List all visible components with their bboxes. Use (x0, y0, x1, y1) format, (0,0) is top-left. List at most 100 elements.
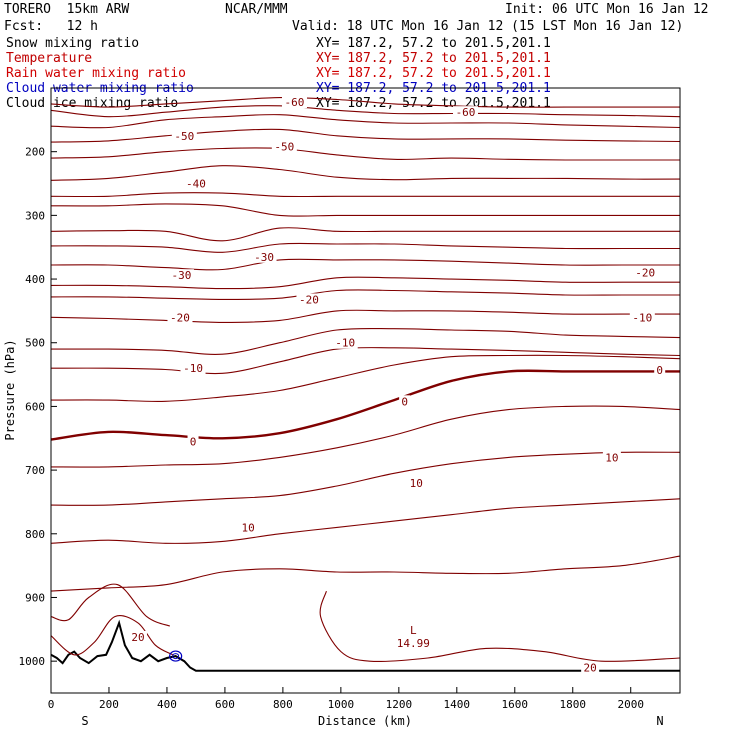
isotherm-line (50, 615, 173, 656)
contour-label-layer: -60 -60 -50 -50 -40 -30 -30 -20 -20 -20 -10 -10 -10 0… (128, 96, 666, 675)
isotherm-line (50, 347, 681, 375)
isotherm-line (50, 327, 681, 355)
annotation-layer (50, 583, 681, 662)
isotherm-line (50, 555, 681, 592)
contour-label: -60 (285, 96, 305, 109)
x-tick-label: 400 (157, 698, 177, 711)
contour-label-bg (602, 451, 621, 464)
contour-label: -20 (635, 267, 655, 280)
isotherm-line (50, 147, 680, 161)
legend-xy-snow: XY= 187.2, 57.2 to 201.5,201.1 (316, 36, 551, 51)
contour-label-bg (296, 293, 322, 306)
contour-label: -30 (172, 269, 192, 282)
x-tick-label: 1000 (328, 698, 355, 711)
contour-label-bg (629, 311, 655, 324)
contour-label-bg (167, 311, 193, 324)
x-tick-label: 0 (48, 698, 55, 711)
contour-label-bg (183, 177, 209, 190)
contour-label: -30 (254, 251, 274, 264)
contour-label-bg (239, 521, 258, 534)
isotherm-line (50, 165, 681, 181)
contour-label-bg (168, 269, 194, 282)
forecast-hour: Fcst: 12 h (4, 19, 98, 34)
legend-name-snow: Snow mixing ratio (6, 36, 140, 51)
contour-label-bg (453, 106, 479, 119)
isotherm-line (50, 97, 680, 108)
valid-time: Valid: 18 UTC Mon 16 Jan 12 (15 LST Mon … (292, 19, 684, 34)
init-time: Init: 06 UTC Mon 16 Jan 12 (505, 2, 709, 17)
legend-xy-rain: XY= 187.2, 57.2 to 201.5,201.1 (316, 66, 551, 81)
isotherm-line (319, 590, 681, 662)
isotherm-line (50, 405, 681, 468)
y-tick-label: 400 (25, 273, 45, 286)
isotherm-line (50, 114, 681, 129)
contour-label: 10 (605, 451, 618, 464)
x-tick-label: 1200 (386, 698, 413, 711)
x-endpoint-north: N (656, 714, 663, 728)
contour-label-bg (187, 435, 199, 448)
contour-label-bg (251, 250, 277, 263)
isotherm-line (50, 276, 680, 290)
contour-label: -10 (335, 337, 355, 350)
model-title: TORERO 15km ARW (4, 2, 130, 17)
contour-label-bg (632, 266, 658, 279)
x-tick-label: 800 (273, 698, 293, 711)
isotherm-line (50, 227, 680, 242)
x-tick-label: 2000 (617, 698, 644, 711)
y-tick-label: 1000 (19, 655, 46, 668)
low-marker-value: 14.99 (397, 637, 430, 650)
contour-label: 10 (241, 521, 254, 534)
axes-layer: 0 200 400 600 800 1000 1200 1400 1600 1800 2000200… (19, 146, 644, 711)
cloud-water-contour (172, 653, 180, 660)
contour-label-bg (654, 364, 666, 377)
contour-label: 10 (410, 477, 423, 490)
isotherm-contours (50, 97, 681, 592)
contour-label-bg (399, 395, 411, 408)
y-tick-label: 500 (25, 337, 45, 350)
contour-label: -60 (456, 106, 476, 119)
x-tick-label: 600 (215, 698, 235, 711)
cloud-water-contour (169, 650, 183, 662)
legend-name-temperature: Temperature (6, 51, 93, 66)
y-tick-label: 200 (25, 146, 45, 159)
contour-label-bg (271, 140, 297, 153)
isotherm-line (50, 583, 171, 627)
x-tick-label: 200 (99, 698, 119, 711)
y-tick-label: 700 (25, 464, 45, 477)
contour-label: -20 (170, 311, 190, 324)
contour-label: 20 (584, 662, 597, 675)
x-tick-label: 1400 (444, 698, 471, 711)
low-marker-letter: L (410, 624, 417, 637)
y-tick-label: 800 (25, 528, 45, 541)
isotherm-line (50, 289, 680, 300)
x-axis-label: Distance (km) (318, 714, 412, 728)
contour-label: -10 (183, 362, 203, 375)
isotherm-line (50, 258, 680, 271)
contour-label-bg (180, 362, 206, 375)
isotherm-line (50, 309, 680, 323)
organization-label: NCAR/MMM (225, 2, 288, 17)
legend-name-rain: Rain water mixing ratio (6, 66, 187, 81)
contour-label: 0 (656, 364, 663, 377)
plot-frame (50, 87, 681, 694)
isotherm-line (50, 498, 681, 544)
y-axis-label: Pressure (hPa) (3, 339, 17, 440)
y-tick-label: 600 (25, 400, 45, 413)
contour-label-bg (128, 630, 147, 643)
contour-label: 0 (401, 395, 408, 408)
isotherm-line (50, 451, 681, 506)
contour-label: -10 (632, 311, 652, 324)
isotherm-line (50, 203, 680, 217)
contour-label: 20 (131, 631, 144, 644)
isotherm-line (50, 192, 680, 198)
isotherm-line (50, 128, 681, 143)
contour-label-bg (171, 129, 197, 142)
contour-label: 0 (190, 435, 197, 448)
x-endpoint-south: S (81, 714, 88, 728)
x-tick-label: 1600 (502, 698, 529, 711)
y-tick-label: 300 (25, 209, 45, 222)
y-tick-label: 900 (25, 591, 45, 604)
isotherm-line (50, 105, 681, 118)
x-tick-label: 1800 (560, 698, 587, 711)
